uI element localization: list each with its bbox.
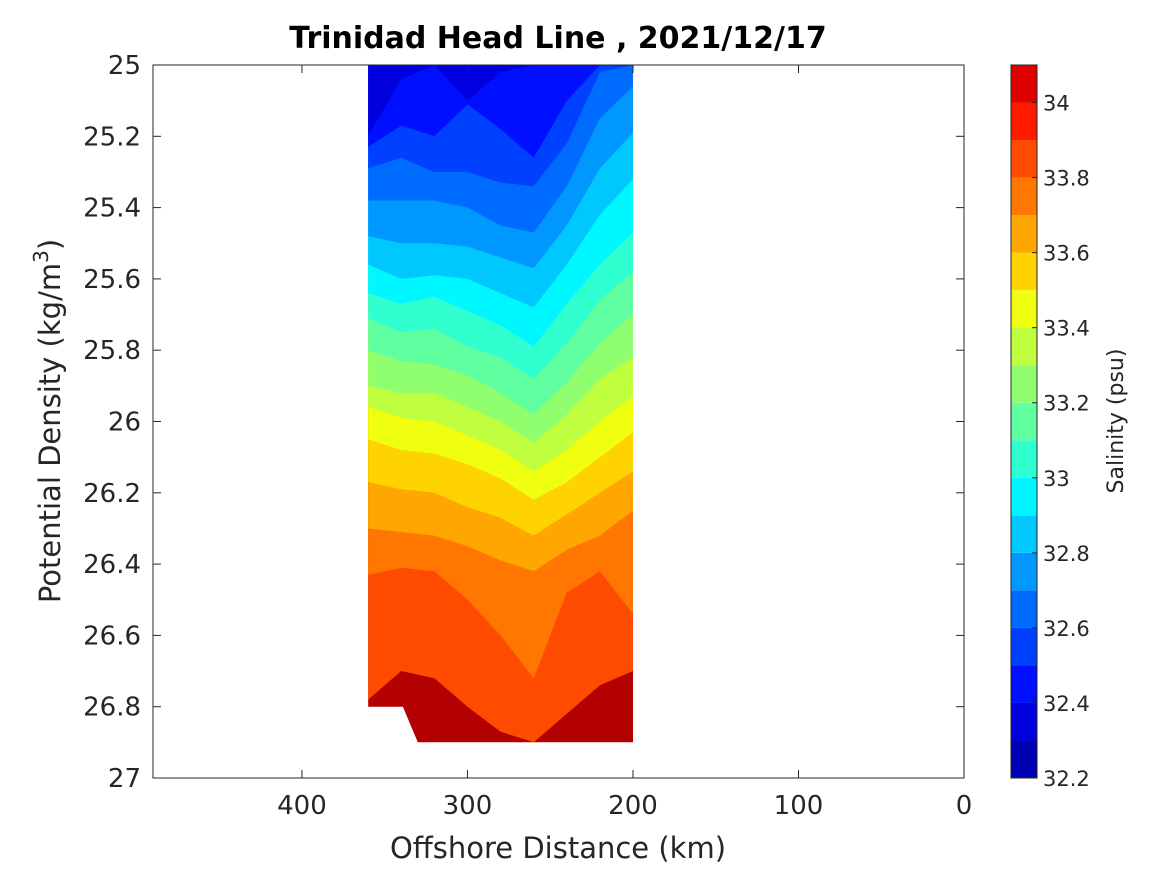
colorbar-tick-label: 32.8	[1043, 542, 1090, 566]
colorbar-segment	[1011, 552, 1037, 591]
colorbar-frame	[1010, 64, 1038, 779]
y-tick-label: 25.8	[83, 336, 141, 366]
colorbar-segment	[1011, 177, 1037, 216]
chart-title: Trinidad Head Line , 2021/12/17	[289, 21, 826, 56]
y-axis-title: Potential Density (kg/m3)	[29, 239, 67, 603]
colorbar-tick-label: 32.4	[1043, 692, 1090, 716]
colorbar-tick-label: 33	[1043, 467, 1070, 491]
colorbar-segment	[1011, 665, 1037, 703]
colorbar-segment	[1011, 327, 1037, 366]
x-axis-title: Offshore Distance (km)	[390, 831, 726, 865]
colorbar-tick-label: 34	[1043, 92, 1070, 116]
y-tick-label: 27	[108, 764, 141, 794]
colorbar-segment	[1011, 290, 1037, 328]
y-ticks: 25 25.2 25.4 25.6 25.8 26 26.2 26.4 26.6 26.8 27	[83, 51, 964, 794]
y-tick-label: 26	[108, 408, 141, 438]
colorbar: 32.2 32.4 32.6 32.8 33 33.2 33.4 33.6 33.8 34	[1010, 64, 1090, 791]
contour-band-32-6	[368, 65, 633, 158]
colorbar-segment	[1011, 365, 1037, 403]
colorbar-segment	[1011, 477, 1037, 516]
y-tick-label: 26.8	[83, 693, 141, 723]
colorbar-tick-label: 33.8	[1043, 167, 1090, 191]
colorbar-segment	[1011, 215, 1037, 253]
colorbar-segment	[1011, 702, 1037, 741]
colorbar-tick-label: 32.6	[1043, 617, 1090, 641]
colorbar-segment	[1011, 515, 1037, 553]
x-tick-label: 100	[774, 791, 824, 821]
colorbar-segment	[1011, 402, 1037, 441]
x-ticks: 400 300 200 100 0	[277, 65, 972, 821]
contour-band-32-5	[368, 65, 633, 137]
y-axis-title-close: )	[33, 239, 67, 250]
y-axis-title-main: Potential Density (kg/m	[33, 263, 67, 603]
x-tick-label: 200	[608, 791, 658, 821]
colorbar-segment	[1011, 440, 1037, 478]
colorbar-tick-label: 33.2	[1043, 392, 1090, 416]
colorbar-segment	[1011, 590, 1037, 628]
y-tick-label: 25.4	[83, 194, 141, 224]
colorbar-segment	[1011, 252, 1037, 291]
colorbar-tick-label: 33.6	[1043, 242, 1090, 266]
colorbar-segment	[1011, 65, 1037, 103]
colorbar-segment	[1011, 102, 1037, 141]
colorbar-tick-label: 32.2	[1043, 767, 1090, 791]
x-tick-label: 400	[277, 791, 327, 821]
y-tick-label: 26.2	[83, 479, 141, 509]
y-tick-label: 25.2	[83, 122, 141, 152]
colorbar-title: Salinity (psu)	[1104, 349, 1129, 494]
y-tick-label: 26.6	[83, 621, 141, 651]
colorbar-segment	[1011, 140, 1037, 178]
colorbar-segment	[1011, 740, 1037, 778]
y-axis-title-sup: 3	[29, 250, 53, 263]
y-tick-label: 25.6	[83, 265, 141, 295]
x-tick-label: 300	[443, 791, 493, 821]
y-tick-label: 25	[108, 51, 141, 81]
contour-fills	[368, 65, 633, 743]
colorbar-segment	[1011, 627, 1037, 666]
y-tick-label: 26.4	[83, 550, 141, 580]
colorbar-tick-label: 33.4	[1043, 317, 1090, 341]
x-tick-label: 0	[956, 791, 973, 821]
